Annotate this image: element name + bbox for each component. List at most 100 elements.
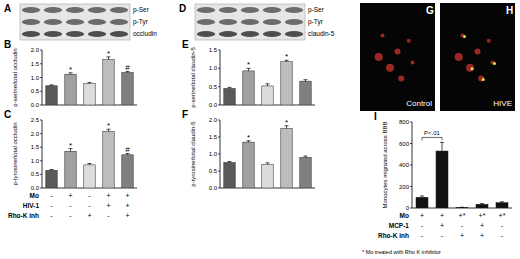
- bar: [262, 86, 273, 105]
- blot-band: [110, 19, 128, 25]
- blot-band: [66, 19, 84, 25]
- y-tick-label: 0.0: [209, 185, 218, 191]
- bar: [281, 129, 292, 189]
- error-cap: [480, 203, 484, 204]
- error-cap: [460, 207, 464, 208]
- error-bar: [228, 87, 232, 88]
- condition-sign: -: [461, 222, 464, 229]
- error-bar: [228, 161, 232, 162]
- blot-band: [110, 7, 128, 13]
- y-tick-label: 0.0: [209, 102, 218, 108]
- condition-sign: +*: [499, 212, 506, 219]
- y-axis-label: p-tyrosine/total claudin-5: [190, 121, 196, 187]
- error-cap: [304, 156, 308, 157]
- error-bar: [420, 196, 424, 197]
- y-tick-label: 2.0: [31, 131, 40, 137]
- blot-band: [44, 7, 62, 13]
- error-bar: [266, 84, 270, 86]
- blot-band: [88, 7, 106, 13]
- bar: [281, 62, 292, 105]
- micrograph: [360, 3, 435, 111]
- condition-label: HIV-1: [23, 202, 40, 209]
- y-axis-label: p-tyrosine/total occludin: [12, 122, 18, 185]
- bar: [46, 170, 57, 188]
- blot-band: [285, 7, 303, 13]
- condition-sign: -: [50, 212, 53, 219]
- stain-yellow: [482, 78, 485, 81]
- y-tick-label: 400: [399, 162, 410, 168]
- bar: [243, 142, 254, 188]
- blot-band: [22, 19, 40, 25]
- error-bar: [88, 82, 92, 83]
- significance-marker: #: [125, 63, 130, 72]
- bar: [476, 204, 488, 208]
- y-tick-label: 1.0: [31, 75, 40, 81]
- condition-sign: +: [440, 222, 444, 229]
- y-tick-label: 0.5: [209, 168, 218, 174]
- blot-band: [66, 31, 84, 37]
- panel-letter: I: [374, 111, 377, 122]
- y-tick-label: 2.0: [31, 47, 40, 53]
- bar: [243, 71, 254, 105]
- stain-red: [411, 60, 415, 64]
- blot-band: [263, 31, 281, 37]
- blot-band: [110, 31, 128, 37]
- error-cap: [440, 142, 444, 143]
- error-bar: [304, 80, 308, 81]
- error-cap: [88, 82, 92, 83]
- y-tick-label: 0.5: [209, 84, 218, 90]
- panel-letter: F: [182, 109, 188, 120]
- bar: [496, 203, 508, 208]
- significance-marker: *: [107, 121, 110, 130]
- blot-band: [219, 19, 237, 25]
- stain-red: [455, 53, 463, 61]
- blot-label: occludin: [133, 30, 157, 37]
- condition-sign: +: [68, 192, 72, 199]
- error-cap: [266, 162, 270, 163]
- figure: Ap-Serp-TyroccludinDp-Serp-Tyrclaudin-5G…: [0, 0, 520, 259]
- panel-letter: B: [4, 39, 11, 50]
- condition-sign: -: [421, 222, 424, 229]
- y-axis: [412, 122, 413, 208]
- significance-marker: *: [247, 60, 250, 69]
- significance-marker: *: [69, 141, 72, 150]
- condition-label: Rho-K inh: [378, 232, 409, 239]
- condition-sign: +*: [459, 212, 466, 219]
- y-tick-label: 0: [406, 205, 410, 211]
- y-axis: [220, 120, 221, 188]
- stain-red: [407, 39, 411, 43]
- panel-letter: H: [506, 5, 513, 16]
- panel-letter: D: [179, 3, 186, 14]
- condition-sign: -: [50, 192, 53, 199]
- condition-sign: +: [480, 232, 484, 239]
- plot-area: [224, 126, 311, 188]
- blot-band: [219, 7, 237, 13]
- error-cap: [88, 163, 92, 164]
- blot-band: [44, 19, 62, 25]
- blot-band: [197, 31, 215, 37]
- blot-band: [219, 31, 237, 37]
- stain-red: [398, 76, 404, 82]
- y-tick-label: 1.0: [31, 158, 40, 164]
- bar: [46, 86, 57, 105]
- error-cap: [304, 79, 308, 80]
- bar: [122, 155, 133, 188]
- condition-label: Mo: [400, 212, 409, 219]
- error-bar: [50, 84, 54, 86]
- y-tick-label: 1.5: [31, 144, 40, 150]
- plot-area: [416, 142, 508, 208]
- y-tick-label: 1.5: [209, 134, 218, 140]
- panel-letter: A: [4, 3, 11, 14]
- blot-band: [22, 7, 40, 13]
- blot-band: [241, 31, 259, 37]
- error-cap: [50, 169, 54, 170]
- stain-yellow: [493, 62, 496, 65]
- blot-background: [20, 4, 130, 40]
- significance-marker: *: [285, 52, 288, 61]
- blot-label: p-Tyr: [308, 18, 324, 26]
- panel-letter: G: [426, 5, 434, 16]
- blot-band: [197, 19, 215, 25]
- condition-sign: -: [501, 232, 504, 239]
- blot-background: [195, 4, 305, 40]
- y-axis-label: p-serine/total claudin-5: [190, 46, 196, 107]
